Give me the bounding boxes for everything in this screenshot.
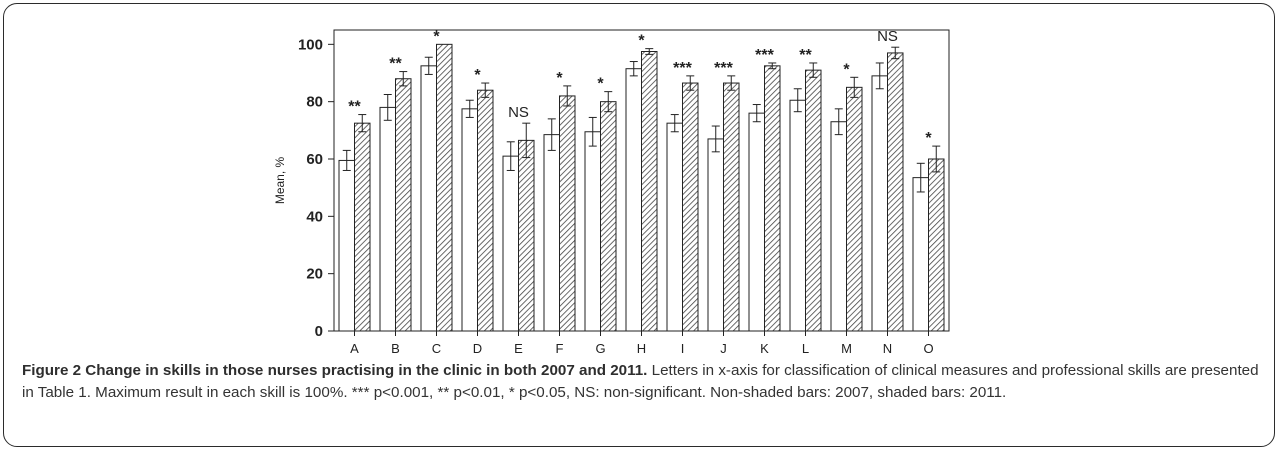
bar-2011-K <box>764 65 781 332</box>
bar-2011-I <box>682 82 699 332</box>
caption-title: Figure 2 Change in skills in those nurse… <box>22 362 648 379</box>
bar-2007-L <box>789 99 806 332</box>
bar-2007-K <box>748 112 765 332</box>
caption-body: Letters in x-axis for classification of … <box>22 362 1259 401</box>
significance-label-A: ** <box>348 99 361 116</box>
bar-2011-A <box>354 122 371 332</box>
bar-2011-M <box>846 86 863 332</box>
bar-2011-F <box>559 95 576 332</box>
x-tick-label-E: E <box>514 341 523 356</box>
bar-2011-E <box>518 139 535 332</box>
significance-label-E: NS <box>508 104 529 121</box>
bar-2007-O <box>912 177 929 332</box>
figure-frame <box>3 3 1275 447</box>
bar-2011-J <box>723 82 740 332</box>
bar-2007-F <box>543 134 560 332</box>
bar-2011-L <box>805 69 822 332</box>
bar-2007-J <box>707 138 724 332</box>
x-tick-label-N: N <box>883 341 892 356</box>
bar-2011-B <box>395 78 412 332</box>
significance-label-K: *** <box>755 47 774 64</box>
y-tick-label: 20 <box>306 266 323 283</box>
significance-label-J: *** <box>714 60 733 77</box>
bar-2007-D <box>461 108 478 332</box>
bar-2007-H <box>625 68 642 332</box>
significance-label-M: * <box>843 61 850 78</box>
x-tick-label-B: B <box>391 341 400 356</box>
x-tick-label-A: A <box>350 341 359 356</box>
significance-label-G: * <box>597 76 604 93</box>
bar-2011-O <box>928 158 945 332</box>
x-tick-label-I: I <box>681 341 685 356</box>
x-tick-label-C: C <box>432 341 441 356</box>
significance-label-L: ** <box>799 47 812 64</box>
x-tick-label-G: G <box>595 341 605 356</box>
significance-label-C: * <box>433 28 440 45</box>
figure-caption: Figure 2 Change in skills in those nurse… <box>22 360 1262 404</box>
x-tick-label-F: F <box>556 341 564 356</box>
y-tick-label: 80 <box>306 94 323 111</box>
x-tick-label-J: J <box>720 341 727 356</box>
x-tick-label-K: K <box>760 341 769 356</box>
bar-2007-A <box>338 159 355 332</box>
x-tick-label-M: M <box>841 341 852 356</box>
y-axis-label: Mean, % <box>273 156 287 204</box>
bar-2007-G <box>584 131 601 332</box>
bar-2011-D <box>477 89 494 332</box>
bar-2007-M <box>830 121 847 332</box>
bar-2007-B <box>379 106 396 332</box>
x-tick-label-O: O <box>923 341 933 356</box>
significance-label-I: *** <box>673 60 692 77</box>
bar-2007-E <box>502 155 519 332</box>
y-tick-label: 100 <box>298 36 323 53</box>
bar-2011-G <box>600 101 617 332</box>
bar-2007-I <box>666 122 683 332</box>
significance-label-D: * <box>474 67 481 84</box>
bar-2007-C <box>420 65 437 332</box>
bar-2011-N <box>887 52 904 332</box>
bar-2011-H <box>641 51 658 332</box>
significance-label-N: NS <box>877 28 898 45</box>
bar-2011-C <box>436 43 453 332</box>
x-tick-label-L: L <box>802 341 809 356</box>
significance-label-H: * <box>638 33 645 50</box>
y-tick-label: 0 <box>315 323 323 340</box>
y-tick-label: 60 <box>306 151 323 168</box>
x-tick-label-D: D <box>473 341 482 356</box>
bar-2007-N <box>871 75 888 332</box>
significance-label-B: ** <box>389 56 402 73</box>
significance-label-O: * <box>925 130 932 147</box>
significance-label-F: * <box>556 70 563 87</box>
y-tick-label: 40 <box>306 208 323 225</box>
x-tick-label-H: H <box>637 341 646 356</box>
